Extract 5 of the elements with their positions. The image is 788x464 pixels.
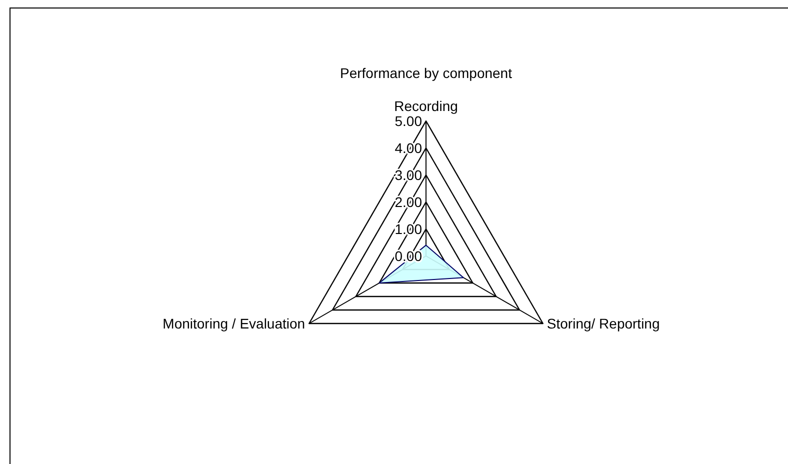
spoke-label: Monitoring / Evaluation xyxy=(162,316,306,332)
chart-title: Performance by component xyxy=(340,65,512,81)
spoke-label: Storing/ Reporting xyxy=(546,316,660,332)
y-tick-label: 5.00 xyxy=(394,113,422,129)
spoke-label: Recording xyxy=(394,98,458,114)
